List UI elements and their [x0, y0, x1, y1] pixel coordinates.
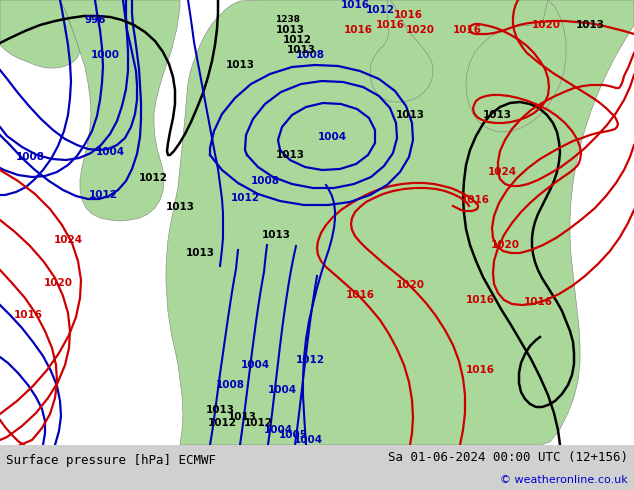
Text: Sa 01-06-2024 00:00 UTC (12+156): Sa 01-06-2024 00:00 UTC (12+156) — [387, 451, 628, 464]
Text: 1013: 1013 — [261, 230, 290, 240]
Text: 1016: 1016 — [460, 195, 489, 205]
Text: 1016: 1016 — [13, 310, 42, 320]
Text: 1008: 1008 — [15, 152, 44, 162]
Text: 1012: 1012 — [295, 355, 325, 365]
Text: 1013: 1013 — [276, 150, 304, 160]
Text: 1016: 1016 — [346, 290, 375, 300]
Text: © weatheronline.co.uk: © weatheronline.co.uk — [500, 475, 628, 485]
Text: 1013: 1013 — [576, 20, 604, 30]
Text: 1004: 1004 — [268, 385, 297, 395]
Polygon shape — [370, 0, 433, 102]
Text: 1020: 1020 — [491, 240, 519, 250]
Text: 1012: 1012 — [283, 35, 311, 45]
Text: 1024: 1024 — [488, 167, 517, 177]
Text: 1238: 1238 — [276, 16, 301, 24]
Text: 1004: 1004 — [318, 132, 347, 142]
Text: 1016: 1016 — [524, 297, 552, 307]
Text: Surface pressure [hPa] ECMWF: Surface pressure [hPa] ECMWF — [6, 454, 216, 467]
Text: 1004: 1004 — [96, 147, 124, 157]
Polygon shape — [166, 0, 634, 445]
Polygon shape — [0, 0, 80, 68]
Text: 1020: 1020 — [396, 280, 425, 290]
Text: 996: 996 — [84, 15, 106, 25]
Text: 1004: 1004 — [264, 425, 292, 435]
Text: 1013: 1013 — [205, 405, 235, 415]
Text: 1013: 1013 — [165, 202, 195, 212]
Text: 1005: 1005 — [278, 430, 307, 440]
Text: 1016: 1016 — [465, 295, 495, 305]
Text: 1004: 1004 — [240, 360, 269, 370]
Text: 1012: 1012 — [207, 418, 236, 428]
Text: 1004: 1004 — [294, 435, 323, 445]
Text: 1008: 1008 — [295, 50, 325, 60]
Text: 1020: 1020 — [44, 278, 72, 288]
Text: 1000: 1000 — [91, 50, 119, 60]
Text: 1016: 1016 — [465, 365, 495, 375]
Text: 1012: 1012 — [89, 190, 117, 200]
Text: 1016: 1016 — [394, 10, 422, 20]
Text: 1013: 1013 — [396, 110, 425, 120]
Text: 1013: 1013 — [226, 60, 254, 70]
Polygon shape — [60, 0, 180, 221]
Text: 1020: 1020 — [406, 25, 434, 35]
Text: 1013: 1013 — [482, 110, 512, 120]
Text: 1008: 1008 — [250, 176, 280, 186]
Text: 1012: 1012 — [138, 173, 167, 183]
Text: 1016: 1016 — [375, 20, 404, 30]
Text: 1012: 1012 — [243, 418, 273, 428]
Text: 1013: 1013 — [228, 412, 257, 422]
Text: 1020: 1020 — [531, 20, 560, 30]
Text: 1008: 1008 — [216, 380, 245, 390]
Polygon shape — [466, 0, 566, 132]
Text: 1012: 1012 — [365, 5, 394, 15]
Text: 1024: 1024 — [53, 235, 82, 245]
Text: 1013: 1013 — [186, 248, 214, 258]
Text: 1013: 1013 — [276, 25, 304, 35]
Text: 1016: 1016 — [340, 0, 370, 10]
Text: 1016: 1016 — [344, 25, 373, 35]
Text: 1013: 1013 — [287, 45, 316, 55]
Text: 1012: 1012 — [231, 193, 259, 203]
Text: 1016: 1016 — [453, 25, 481, 35]
